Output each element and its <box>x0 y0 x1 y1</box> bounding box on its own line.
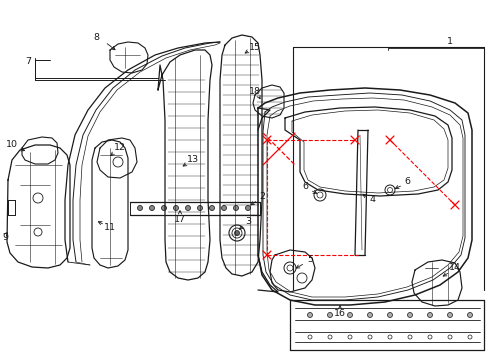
Text: 9: 9 <box>2 234 8 243</box>
Text: 5: 5 <box>306 256 312 265</box>
Circle shape <box>367 312 372 318</box>
Circle shape <box>185 206 190 211</box>
Text: 18: 18 <box>248 86 261 95</box>
Circle shape <box>173 206 178 211</box>
Text: 14: 14 <box>448 264 460 273</box>
Text: 4: 4 <box>368 195 374 204</box>
Circle shape <box>161 206 166 211</box>
Circle shape <box>209 206 214 211</box>
Text: 12: 12 <box>114 144 126 153</box>
Circle shape <box>427 312 431 318</box>
Circle shape <box>245 206 250 211</box>
Circle shape <box>307 312 312 318</box>
Circle shape <box>467 312 471 318</box>
Text: 6: 6 <box>403 177 409 186</box>
Circle shape <box>447 312 451 318</box>
Circle shape <box>386 312 392 318</box>
Text: 11: 11 <box>104 224 116 233</box>
Text: 3: 3 <box>244 217 250 226</box>
Circle shape <box>197 206 202 211</box>
Text: 2: 2 <box>259 193 264 202</box>
Text: 7: 7 <box>25 58 31 67</box>
Circle shape <box>347 312 352 318</box>
Text: 17: 17 <box>174 216 185 225</box>
Circle shape <box>327 312 332 318</box>
Text: 13: 13 <box>186 156 199 165</box>
Text: 1: 1 <box>446 37 452 46</box>
Text: 16: 16 <box>333 309 346 318</box>
Text: 6: 6 <box>302 183 307 192</box>
Circle shape <box>137 206 142 211</box>
Circle shape <box>234 230 239 235</box>
Text: 10: 10 <box>6 140 18 149</box>
Circle shape <box>221 206 226 211</box>
Text: 15: 15 <box>248 42 261 51</box>
Circle shape <box>149 206 154 211</box>
Circle shape <box>407 312 412 318</box>
Circle shape <box>233 206 238 211</box>
Text: 8: 8 <box>93 33 99 42</box>
